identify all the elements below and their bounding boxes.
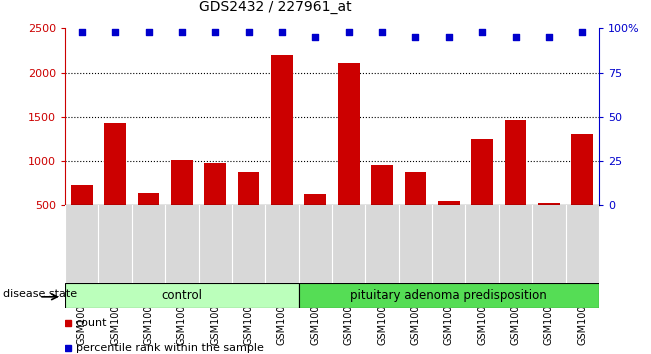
- Bar: [471, 139, 493, 205]
- Bar: [505, 120, 527, 205]
- Bar: [538, 202, 560, 205]
- Bar: [204, 163, 226, 205]
- Point: [544, 34, 554, 40]
- Bar: [171, 160, 193, 205]
- Bar: [104, 123, 126, 205]
- Point: [410, 34, 421, 40]
- Point: [243, 29, 254, 35]
- Bar: [305, 194, 326, 205]
- Point: [210, 29, 221, 35]
- Point: [110, 29, 120, 35]
- Point: [577, 29, 587, 35]
- Point: [477, 29, 488, 35]
- Text: percentile rank within the sample: percentile rank within the sample: [76, 343, 264, 353]
- Point: [377, 29, 387, 35]
- Bar: [404, 172, 426, 205]
- Bar: [238, 172, 260, 205]
- Bar: [137, 193, 159, 205]
- Point: [176, 29, 187, 35]
- Bar: [271, 55, 293, 205]
- Point: [143, 29, 154, 35]
- Point: [310, 34, 320, 40]
- Point: [443, 34, 454, 40]
- Bar: [572, 134, 593, 205]
- Bar: [65, 283, 299, 308]
- Text: disease state: disease state: [3, 289, 77, 299]
- Point: [510, 34, 521, 40]
- Bar: [71, 185, 92, 205]
- Bar: [338, 63, 359, 205]
- Bar: [438, 201, 460, 205]
- Point: [344, 29, 354, 35]
- Point: [277, 29, 287, 35]
- Bar: [371, 165, 393, 205]
- Bar: [299, 283, 599, 308]
- Text: pituitary adenoma predisposition: pituitary adenoma predisposition: [350, 289, 547, 302]
- Point: [77, 29, 87, 35]
- Text: count: count: [76, 318, 107, 328]
- Text: GDS2432 / 227961_at: GDS2432 / 227961_at: [199, 0, 351, 14]
- Text: control: control: [161, 289, 202, 302]
